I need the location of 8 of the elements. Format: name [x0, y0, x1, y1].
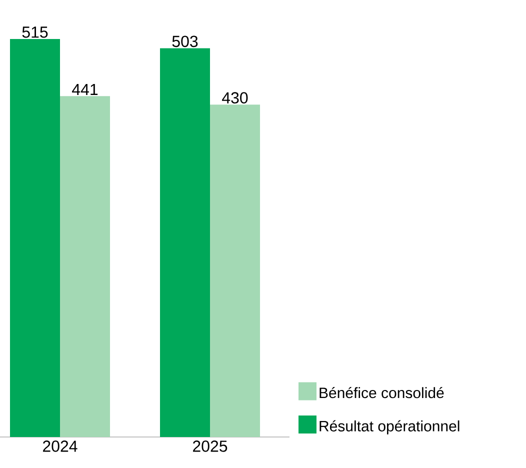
legend-label: Résultat opérationnel	[320, 420, 460, 434]
legend-label: Bénéfice consolidé	[320, 386, 444, 398]
data-label: 430	[222, 92, 248, 104]
x-tick-label: 2025	[193, 440, 228, 452]
data-label: 515	[22, 26, 48, 38]
x-tick-label: 2024	[43, 440, 78, 452]
data-label: 441	[72, 84, 98, 95]
data-label: 503	[172, 36, 198, 48]
